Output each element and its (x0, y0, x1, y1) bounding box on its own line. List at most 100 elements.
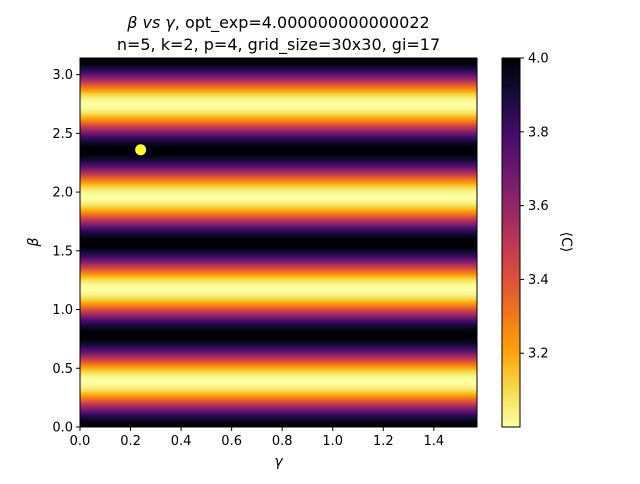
heatmap-row (80, 194, 477, 197)
heatmap-row (80, 203, 477, 205)
heatmap-row (80, 155, 477, 157)
heatmap-row (80, 149, 477, 151)
heatmap-row (80, 94, 477, 97)
heatmap-row (80, 350, 477, 353)
heatmap-row (80, 315, 477, 317)
heatmap-row (80, 273, 477, 276)
heatmap-row (80, 258, 477, 261)
heatmap-row (80, 113, 477, 116)
heatmap-row (80, 380, 477, 383)
heatmap-row (80, 310, 477, 312)
heatmap-row (80, 178, 477, 181)
heatmap-row (80, 364, 477, 367)
chart-title-line2: n=5, k=2, p=4, grid_size=30x30, gi=17 (117, 35, 440, 55)
title-opt-exp: , opt_exp=4.000000000000022 (175, 13, 430, 33)
heatmap-row (80, 337, 477, 340)
heatmap-row (80, 376, 477, 379)
heatmap-row (80, 240, 477, 242)
heatmap-row (80, 89, 477, 92)
heatmap-row (80, 226, 477, 229)
heatmap-row (80, 322, 477, 325)
heatmap-row (80, 347, 477, 349)
x-tick-label: 0.2 (120, 434, 141, 449)
heatmap-row (80, 306, 477, 309)
heatmap-row (80, 241, 477, 244)
heatmap-row (80, 58, 477, 60)
heatmap-row (80, 246, 477, 249)
heatmap-row (80, 333, 477, 336)
heatmap-row (80, 340, 477, 343)
heatmap-row (80, 317, 477, 320)
heatmap-row (80, 181, 477, 183)
heatmap-row (80, 220, 477, 223)
heatmap-row (80, 335, 477, 338)
colorbar-tick-label: 3.8 (528, 125, 549, 140)
heatmap-row (80, 354, 477, 357)
heatmap-row (80, 413, 477, 416)
heatmap-row (80, 291, 477, 294)
heatmap-row (80, 319, 477, 322)
heatmap-row (80, 420, 477, 423)
heatmap-row (80, 381, 477, 384)
heatmap-row (80, 247, 477, 250)
heatmap-row (80, 294, 477, 296)
heatmap-row (80, 253, 477, 256)
heatmap-row (80, 290, 477, 293)
heatmap-row (80, 160, 477, 162)
heatmap-row (80, 387, 477, 390)
heatmap-row (80, 344, 477, 347)
heatmap-row (80, 348, 477, 351)
heatmap-row (80, 248, 477, 251)
heatmap-row (80, 407, 477, 410)
heatmap-row (80, 338, 477, 341)
heatmap-row (80, 92, 477, 95)
heatmap-row (80, 140, 477, 143)
heatmap-row (80, 422, 477, 424)
title-vs: vs (142, 13, 160, 32)
x-tick-label: 1.2 (373, 434, 394, 449)
heatmap-row (80, 263, 477, 266)
heatmap-row (80, 147, 477, 150)
colorbar (502, 58, 520, 427)
heatmap-row (80, 77, 477, 80)
heatmap-row (80, 75, 477, 78)
heatmap-row (80, 76, 477, 79)
heatmap-row (80, 392, 477, 395)
heatmap-row (80, 326, 477, 328)
heatmap-row (80, 259, 477, 262)
colorbar-label: ⟨C⟩ (558, 232, 574, 253)
heatmap-row (80, 66, 477, 69)
heatmap-row (80, 321, 477, 324)
heatmap-row (80, 345, 477, 348)
title-greek-gamma: γ (165, 13, 176, 32)
heatmap-row (80, 120, 477, 123)
heatmap-row (80, 176, 477, 178)
heatmap-row (80, 215, 477, 218)
heatmap-row (80, 189, 477, 192)
heatmap-row (80, 217, 477, 220)
chart-title-line1: β vs γ, opt_exp=4.000000000000022 (126, 13, 429, 33)
heatmap-row (80, 296, 477, 299)
heatmap-row (80, 151, 477, 154)
heatmap-row (80, 69, 477, 71)
heatmap-row (80, 388, 477, 391)
heatmap-row (80, 374, 477, 376)
heatmap-row (80, 67, 477, 70)
heatmap-row (80, 257, 477, 260)
heatmap-row (80, 103, 477, 106)
heatmap-row (80, 375, 477, 378)
heatmap-row (80, 383, 477, 386)
heatmap-row (80, 214, 477, 217)
heatmap-row (80, 292, 477, 295)
heatmap-row (80, 238, 477, 241)
heatmap-row (80, 397, 477, 400)
heatmap-row (80, 366, 477, 369)
heatmap-row (80, 270, 477, 273)
heatmap-row (80, 404, 477, 407)
heatmap-row (80, 414, 477, 417)
heatmap-row (80, 417, 477, 419)
heatmap-row (80, 274, 477, 277)
heatmap-row (80, 146, 477, 149)
heatmap-row (80, 318, 477, 321)
heatmap-row (80, 126, 477, 129)
